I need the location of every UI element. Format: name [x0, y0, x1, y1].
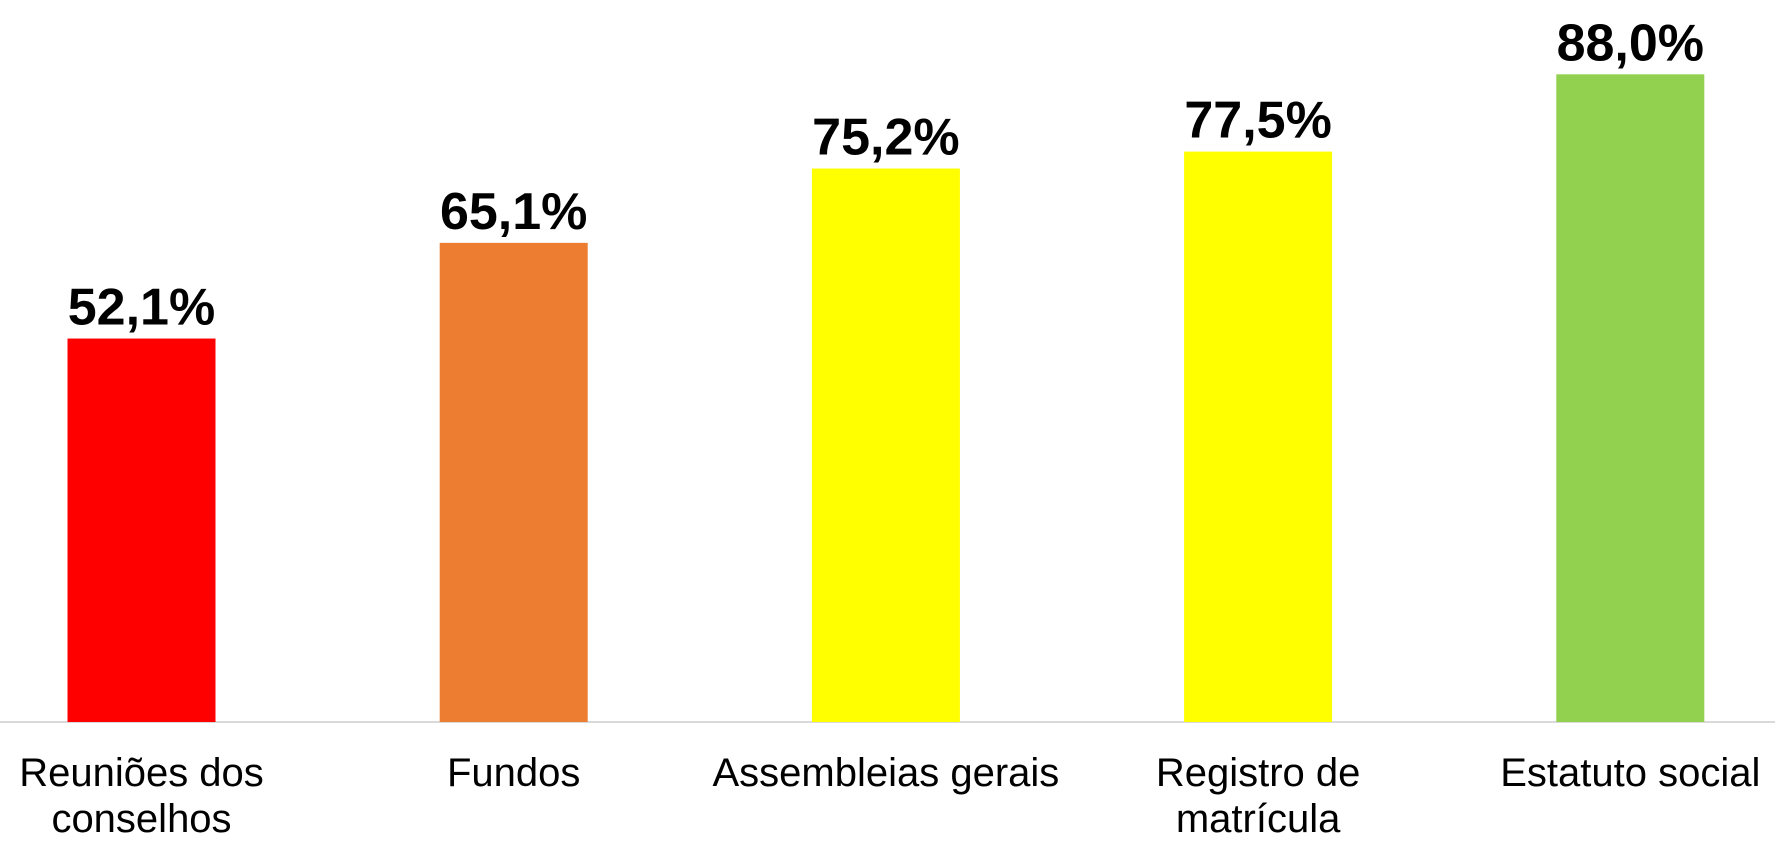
- x-tick-label: Fundos: [446, 751, 581, 795]
- x-tick-label: Reuniões dos conselhos: [19, 751, 264, 841]
- value-label: 88,0%: [1557, 14, 1704, 72]
- bar: [439, 242, 588, 722]
- value-label: 75,2%: [812, 109, 959, 167]
- x-tick-label: Assembleias gerais: [712, 751, 1060, 795]
- bar: [1184, 151, 1333, 723]
- x-tick-label: Registro de matrícula: [1155, 751, 1361, 841]
- bar: [67, 338, 216, 722]
- bar: [811, 168, 960, 722]
- value-label: 65,1%: [440, 183, 587, 241]
- x-tick-label: Estatuto social: [1500, 751, 1761, 795]
- value-label: 52,1%: [68, 279, 215, 337]
- bar: [1556, 74, 1705, 722]
- value-label: 77,5%: [1184, 92, 1331, 150]
